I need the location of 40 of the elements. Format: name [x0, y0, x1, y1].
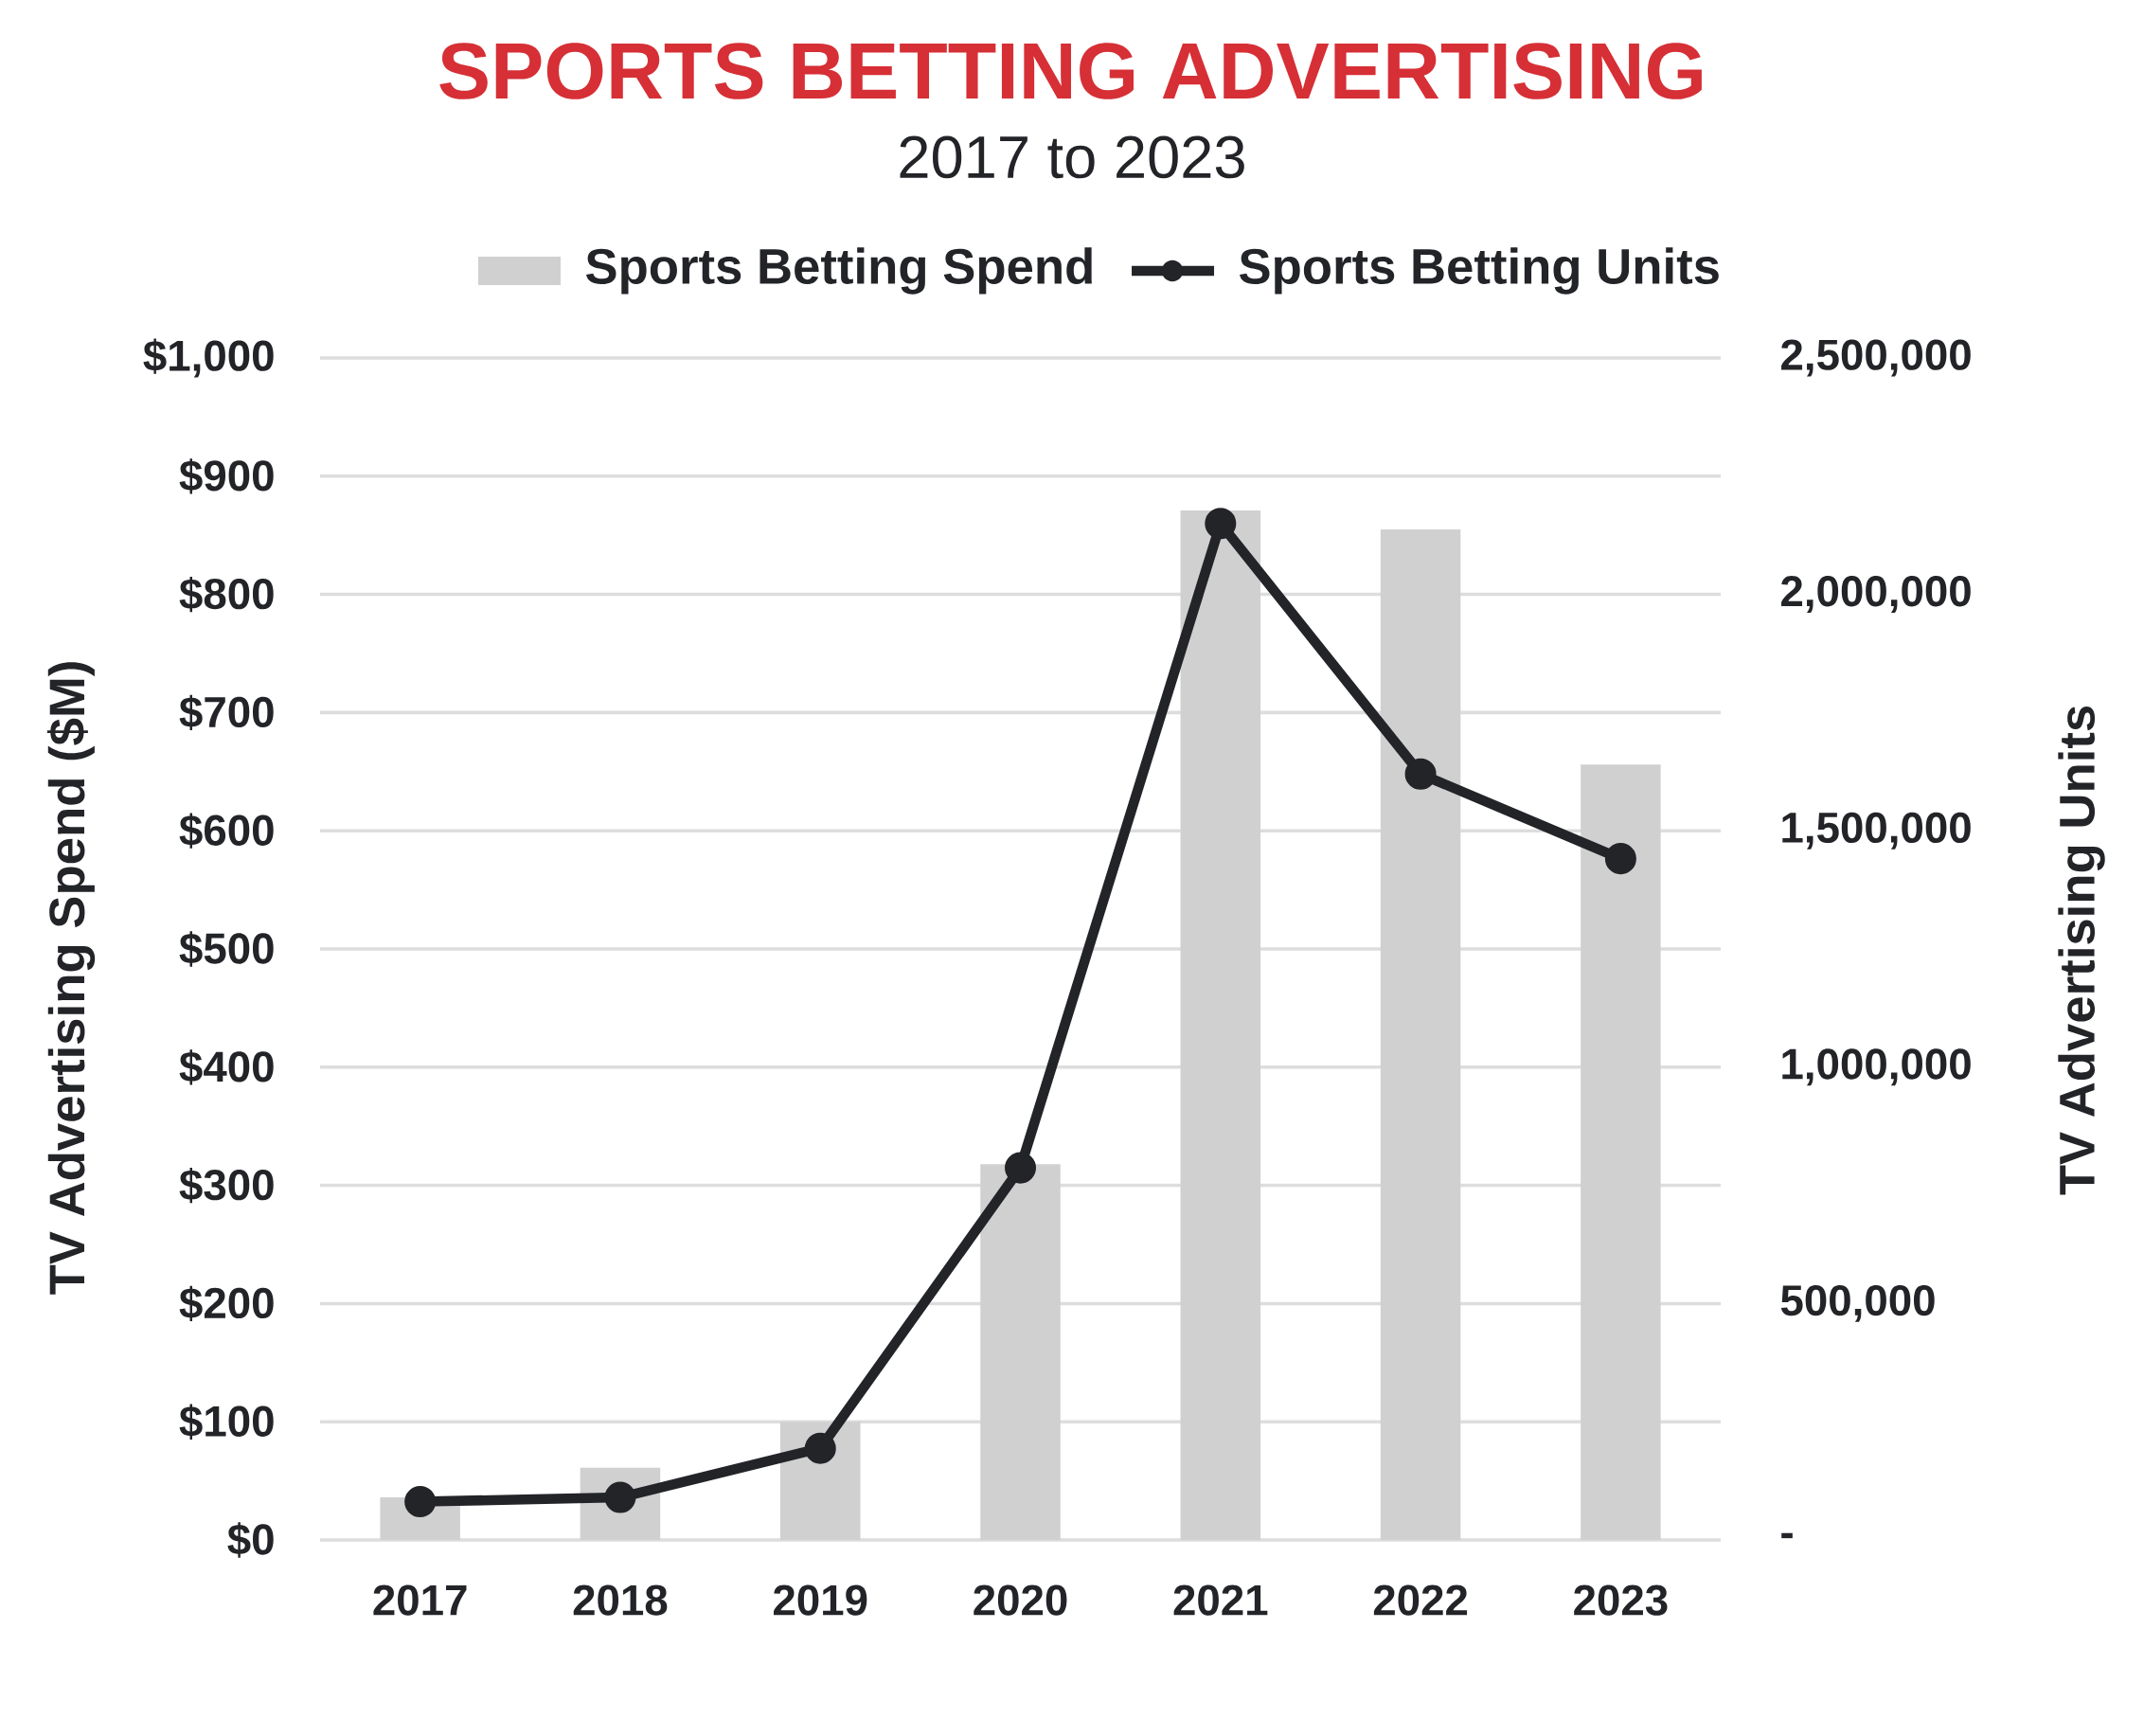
- x-tick-label: 2019: [774, 1584, 867, 1616]
- bar: [1180, 510, 1261, 1540]
- x-tick-label: 2017: [373, 1584, 467, 1616]
- chart-title: SPORTS BETTING ADVERTISING: [439, 43, 1702, 99]
- point: [1005, 1152, 1037, 1184]
- x-tick-label: 2021: [1173, 1584, 1268, 1616]
- x-tick-label: 2022: [1373, 1584, 1468, 1616]
- point: [404, 1486, 437, 1518]
- point: [804, 1432, 836, 1464]
- y-tick-label: $0: [227, 1522, 274, 1558]
- y-tick-label: $800: [179, 576, 274, 613]
- point: [1604, 843, 1636, 875]
- y-axis-title: TV Advertising Spend ($M): [46, 662, 96, 1295]
- bar: [1581, 764, 1661, 1540]
- y-tick-label: $400: [179, 1049, 274, 1085]
- y-tick-label: $1,000: [143, 338, 274, 378]
- y2-tick-label: -: [1781, 1532, 1793, 1539]
- y2-tick-label: 1,000,000: [1782, 1048, 1971, 1086]
- x-tick-label: 2018: [573, 1584, 668, 1616]
- legend-label: Sports Betting Spend: [585, 247, 1092, 295]
- y2-tick-label: 2,500,000: [1781, 339, 1971, 377]
- y2-tick-label: 1,500,000: [1782, 812, 1971, 850]
- y-tick-label: $500: [179, 931, 274, 967]
- y2-axis-title: TV Advertising Units: [2058, 706, 2105, 1195]
- y-tick-label: $200: [179, 1285, 274, 1322]
- bar: [980, 1164, 1061, 1540]
- point: [1404, 758, 1437, 790]
- chart-subtitle: 2017 to 2023: [900, 135, 1244, 179]
- y2-tick-label: 500,000: [1780, 1284, 1935, 1322]
- y-tick-label: $900: [179, 458, 274, 494]
- point: [1205, 508, 1237, 540]
- y-tick-label: $600: [179, 813, 274, 849]
- bar: [1380, 528, 1461, 1540]
- x-tick-label: 2020: [974, 1584, 1067, 1616]
- y-tick-label: $100: [179, 1404, 274, 1440]
- x-tick-label: 2023: [1574, 1584, 1668, 1616]
- legend-label: Sports Betting Units: [1239, 247, 1719, 295]
- y-tick-label: $300: [179, 1167, 274, 1204]
- y-tick-label: $700: [179, 694, 274, 731]
- y2-tick-label: 2,000,000: [1781, 576, 1971, 614]
